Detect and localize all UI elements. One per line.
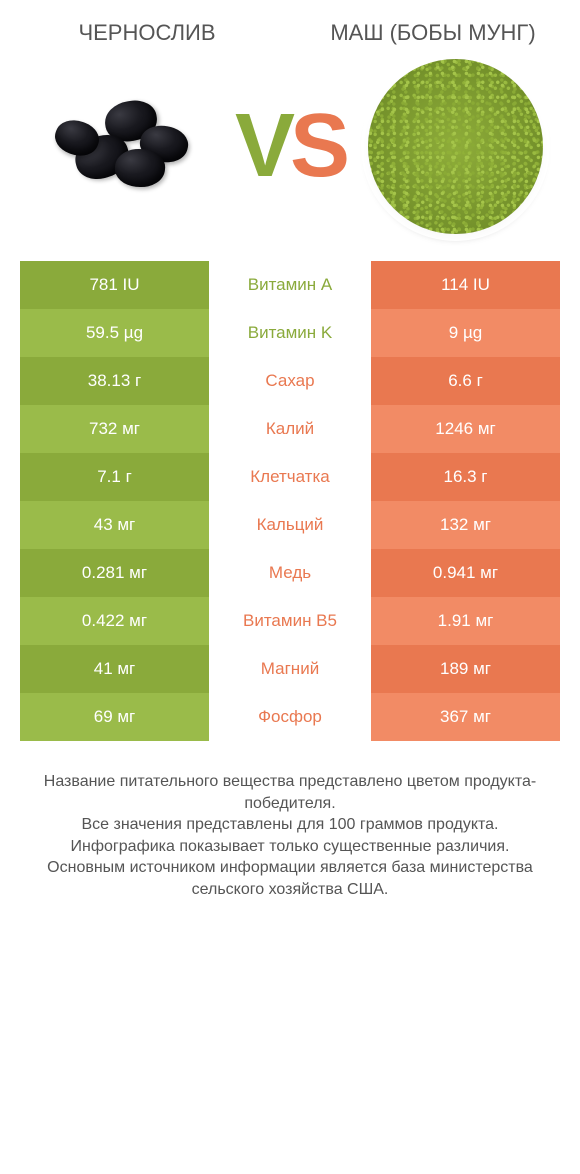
left-food-image [30, 61, 220, 231]
right-value-cell: 9 µg [371, 309, 560, 357]
prunes-illustration [45, 91, 205, 201]
footnote-line: Инфографика показывает только существенн… [40, 836, 540, 858]
left-value-cell: 38.13 г [20, 357, 209, 405]
right-value-cell: 114 IU [371, 261, 560, 309]
nutrient-name-cell: Магний [209, 645, 371, 693]
right-value-cell: 6.6 г [371, 357, 560, 405]
right-food-title: МАШ (БОБЫ МУНГ) [316, 20, 550, 46]
table-row: 781 IUВитамин A114 IU [20, 261, 560, 309]
right-food-image [360, 61, 550, 231]
nutrient-name-cell: Сахар [209, 357, 371, 405]
right-value-cell: 132 мг [371, 501, 560, 549]
nutrient-name-cell: Витамин K [209, 309, 371, 357]
images-row: VS [20, 56, 560, 236]
left-value-cell: 7.1 г [20, 453, 209, 501]
footnote-line: Основным источником информации является … [40, 857, 540, 900]
table-row: 0.281 мгМедь0.941 мг [20, 549, 560, 597]
footnote: Название питательного вещества представл… [20, 771, 560, 921]
table-row: 59.5 µgВитамин K9 µg [20, 309, 560, 357]
right-value-cell: 1.91 мг [371, 597, 560, 645]
right-value-cell: 0.941 мг [371, 549, 560, 597]
left-value-cell: 781 IU [20, 261, 209, 309]
nutrient-name-cell: Витамин B5 [209, 597, 371, 645]
table-row: 0.422 мгВитамин B51.91 мг [20, 597, 560, 645]
nutrient-name-cell: Кальций [209, 501, 371, 549]
header-row: ЧЕРНОСЛИВ МАШ (БОБЫ МУНГ) [20, 20, 560, 46]
table-row: 69 мгФосфор367 мг [20, 693, 560, 741]
footnote-line: Название питательного вещества представл… [40, 771, 540, 814]
table-row: 7.1 гКлетчатка16.3 г [20, 453, 560, 501]
nutrient-name-cell: Витамин A [209, 261, 371, 309]
left-value-cell: 69 мг [20, 693, 209, 741]
nutrient-name-cell: Медь [209, 549, 371, 597]
nutrient-name-cell: Калий [209, 405, 371, 453]
table-row: 43 мгКальций132 мг [20, 501, 560, 549]
table-row: 732 мгКалий1246 мг [20, 405, 560, 453]
vs-label: VS [235, 101, 345, 191]
mung-bowl-illustration [368, 59, 543, 234]
left-value-cell: 43 мг [20, 501, 209, 549]
vs-v: V [235, 96, 290, 196]
right-value-cell: 1246 мг [371, 405, 560, 453]
nutrient-name-cell: Клетчатка [209, 453, 371, 501]
left-food-title: ЧЕРНОСЛИВ [30, 20, 264, 46]
comparison-table: 781 IUВитамин A114 IU59.5 µgВитамин K9 µ… [20, 261, 560, 741]
left-value-cell: 0.422 мг [20, 597, 209, 645]
right-value-cell: 16.3 г [371, 453, 560, 501]
table-row: 41 мгМагний189 мг [20, 645, 560, 693]
nutrient-name-cell: Фосфор [209, 693, 371, 741]
infographic-container: ЧЕРНОСЛИВ МАШ (БОБЫ МУНГ) VS 781 IUВитам… [0, 0, 580, 941]
left-value-cell: 59.5 µg [20, 309, 209, 357]
right-value-cell: 189 мг [371, 645, 560, 693]
left-value-cell: 732 мг [20, 405, 209, 453]
left-value-cell: 0.281 мг [20, 549, 209, 597]
footnote-line: Все значения представлены для 100 граммо… [40, 814, 540, 836]
vs-s: S [290, 96, 345, 196]
right-value-cell: 367 мг [371, 693, 560, 741]
table-row: 38.13 гСахар6.6 г [20, 357, 560, 405]
left-value-cell: 41 мг [20, 645, 209, 693]
